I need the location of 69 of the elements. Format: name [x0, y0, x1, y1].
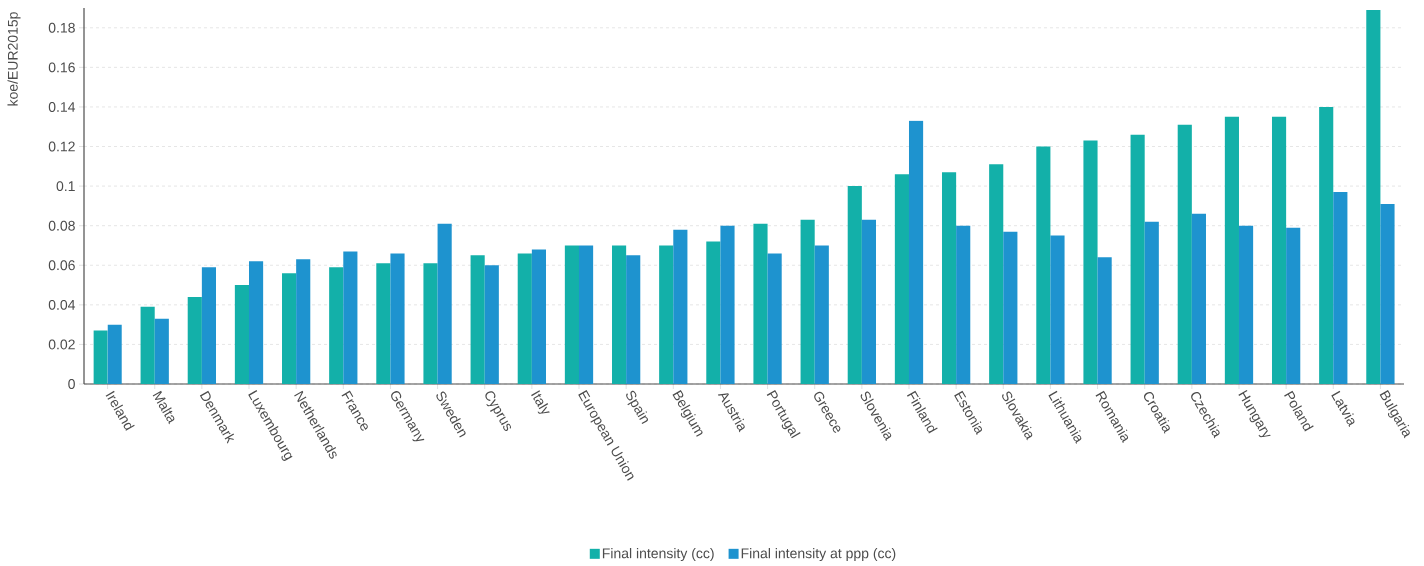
bar: [296, 259, 311, 384]
bar: [1238, 225, 1254, 384]
y-tick-label: 0.08: [48, 220, 75, 231]
bar: [612, 245, 627, 384]
bar: [659, 245, 674, 384]
bar: [861, 219, 876, 384]
bar: [956, 225, 971, 384]
bar: [720, 225, 735, 384]
bar: [234, 285, 249, 384]
bar: [989, 164, 1004, 384]
bar: [343, 251, 358, 384]
bar: [753, 223, 768, 384]
bar: [390, 253, 405, 384]
bar: [1050, 235, 1065, 384]
y-tick-label: 0.02: [48, 339, 75, 350]
legend-label: Final intensity at ppp (cc): [741, 548, 896, 562]
legend-label: Final intensity (cc): [602, 548, 714, 562]
bar: [1333, 192, 1348, 384]
bar: [847, 186, 862, 384]
bar: [107, 324, 122, 384]
bar: [800, 219, 815, 384]
bar: [908, 120, 924, 384]
y-tick-label: 0.14: [48, 101, 76, 112]
bar: [1380, 203, 1395, 384]
bar: [814, 245, 829, 384]
y-tick-label: 0.06: [48, 260, 75, 271]
y-tick-label: 0.16: [48, 62, 75, 73]
bar: [626, 255, 641, 384]
bar: [1224, 116, 1239, 384]
y-tick-label: 0.1: [56, 181, 75, 192]
bar: [517, 253, 532, 384]
y-axis-title: koe/EUR2015p: [7, 12, 21, 106]
bar: [706, 241, 721, 384]
bar: [564, 245, 579, 384]
bar: [376, 263, 391, 384]
bar: [154, 318, 169, 384]
y-tick-label: 0.04: [48, 299, 76, 310]
bar: [1003, 231, 1018, 384]
bar: [1130, 134, 1145, 384]
bar: [579, 245, 594, 384]
bar: [673, 229, 688, 384]
bar: [1036, 146, 1051, 384]
y-tick-label: 0: [68, 379, 75, 389]
bar: [282, 273, 297, 384]
bar: [93, 330, 108, 384]
bar: [531, 249, 546, 384]
bar: [1097, 257, 1112, 384]
bar: [437, 223, 452, 384]
y-tick-label: 0.12: [48, 141, 75, 152]
bar: [329, 267, 344, 384]
bar: [1319, 106, 1334, 384]
bar: [1271, 116, 1287, 384]
bar: [894, 174, 909, 384]
bar: [1177, 124, 1192, 384]
bar: [767, 253, 782, 384]
bar: [1191, 213, 1206, 384]
bar: [470, 255, 485, 384]
bar: [484, 265, 499, 384]
bar: [1366, 9, 1381, 384]
bar: [1286, 227, 1301, 384]
bar: [1083, 140, 1098, 384]
bar: [249, 261, 264, 384]
bar: [140, 306, 155, 384]
bar: [201, 267, 216, 384]
bar: [187, 296, 202, 384]
bar: [423, 263, 438, 384]
bar: [941, 172, 957, 384]
y-tick-label: 0.18: [48, 22, 75, 33]
bar: [1144, 221, 1159, 384]
